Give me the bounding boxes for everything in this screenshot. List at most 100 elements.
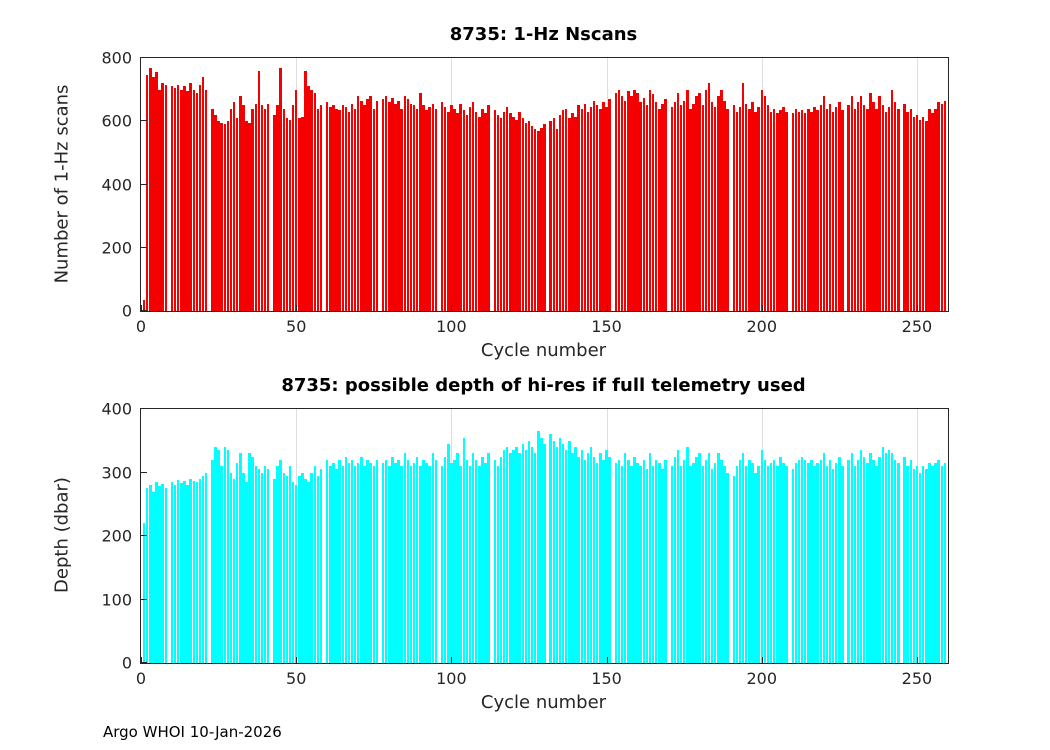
bar (813, 466, 816, 663)
bar (310, 89, 313, 311)
bar (260, 105, 264, 311)
bar (251, 108, 254, 311)
bar (474, 459, 478, 663)
bar (558, 114, 562, 311)
bar (881, 105, 885, 311)
bar (161, 83, 164, 311)
bar (890, 453, 894, 663)
bar (239, 453, 242, 663)
bar (856, 102, 860, 311)
bar (263, 466, 267, 663)
bar (304, 70, 307, 311)
bar (654, 459, 658, 663)
bar (878, 456, 881, 663)
bar (741, 83, 745, 311)
bar (723, 100, 726, 311)
bar (937, 102, 940, 311)
bar (723, 466, 726, 663)
bar (291, 105, 295, 311)
bar (533, 129, 537, 311)
bar (940, 466, 944, 663)
bar (769, 462, 773, 663)
bar (686, 447, 689, 663)
bar (785, 111, 788, 311)
y-tick-label: 200 (101, 238, 132, 258)
bar (189, 478, 192, 663)
bar (800, 110, 804, 311)
bar (217, 121, 220, 311)
bar (893, 102, 897, 311)
bar (776, 113, 779, 311)
bar (530, 126, 534, 311)
bar (183, 86, 186, 311)
bar (412, 462, 416, 663)
bar (608, 456, 611, 663)
bar (757, 107, 760, 311)
bar (543, 124, 546, 311)
nscans-y-axis-label: Number of 1-Hz scans (51, 84, 73, 284)
bar (745, 103, 748, 311)
bar (409, 103, 413, 311)
bar (630, 95, 633, 311)
bar (940, 103, 944, 311)
x-tick-label: 250 (901, 317, 933, 336)
bar (177, 84, 180, 311)
x-tick-label: 150 (591, 669, 622, 688)
bar (887, 450, 891, 663)
bar (223, 124, 227, 311)
x-tick-mark (451, 657, 453, 663)
bar (540, 127, 543, 311)
bar (872, 459, 875, 663)
bar (648, 89, 652, 311)
bar (372, 108, 376, 311)
bar (502, 111, 506, 311)
bar (875, 108, 878, 311)
bar (931, 466, 934, 663)
bar (704, 459, 708, 663)
bar (235, 118, 239, 311)
bar (838, 102, 841, 311)
bar (813, 107, 816, 311)
bar (564, 108, 568, 311)
bar (571, 113, 574, 311)
bar (149, 485, 152, 663)
bar (893, 459, 897, 663)
bar (406, 99, 410, 311)
bar (903, 456, 906, 663)
bar (810, 459, 813, 663)
bar (797, 459, 801, 663)
bar (285, 118, 289, 311)
bar (204, 472, 208, 663)
bar (630, 466, 633, 663)
bar (363, 105, 366, 311)
bar (366, 99, 369, 311)
bar (571, 453, 574, 663)
bar (496, 466, 500, 663)
bar (484, 462, 487, 663)
bar (462, 437, 466, 663)
bar (409, 466, 413, 663)
bar (363, 466, 366, 663)
bar (748, 108, 751, 311)
bar (738, 107, 742, 311)
bar (841, 466, 844, 663)
bar (769, 111, 773, 311)
bar (456, 453, 459, 663)
y-tick-mark (141, 57, 147, 58)
bar (155, 72, 158, 311)
bar (937, 459, 940, 663)
bar (583, 459, 587, 663)
bar (847, 459, 850, 663)
bar (406, 459, 410, 663)
bar (580, 108, 583, 311)
bar (760, 450, 763, 663)
x-tick-mark (761, 305, 763, 311)
depth-x-axis-label: Cycle number (480, 692, 607, 713)
bar (772, 108, 776, 311)
bar (350, 103, 354, 311)
bar (679, 466, 683, 663)
bar (943, 100, 947, 311)
bar (304, 478, 307, 663)
bar (251, 456, 254, 663)
bar (366, 459, 369, 663)
